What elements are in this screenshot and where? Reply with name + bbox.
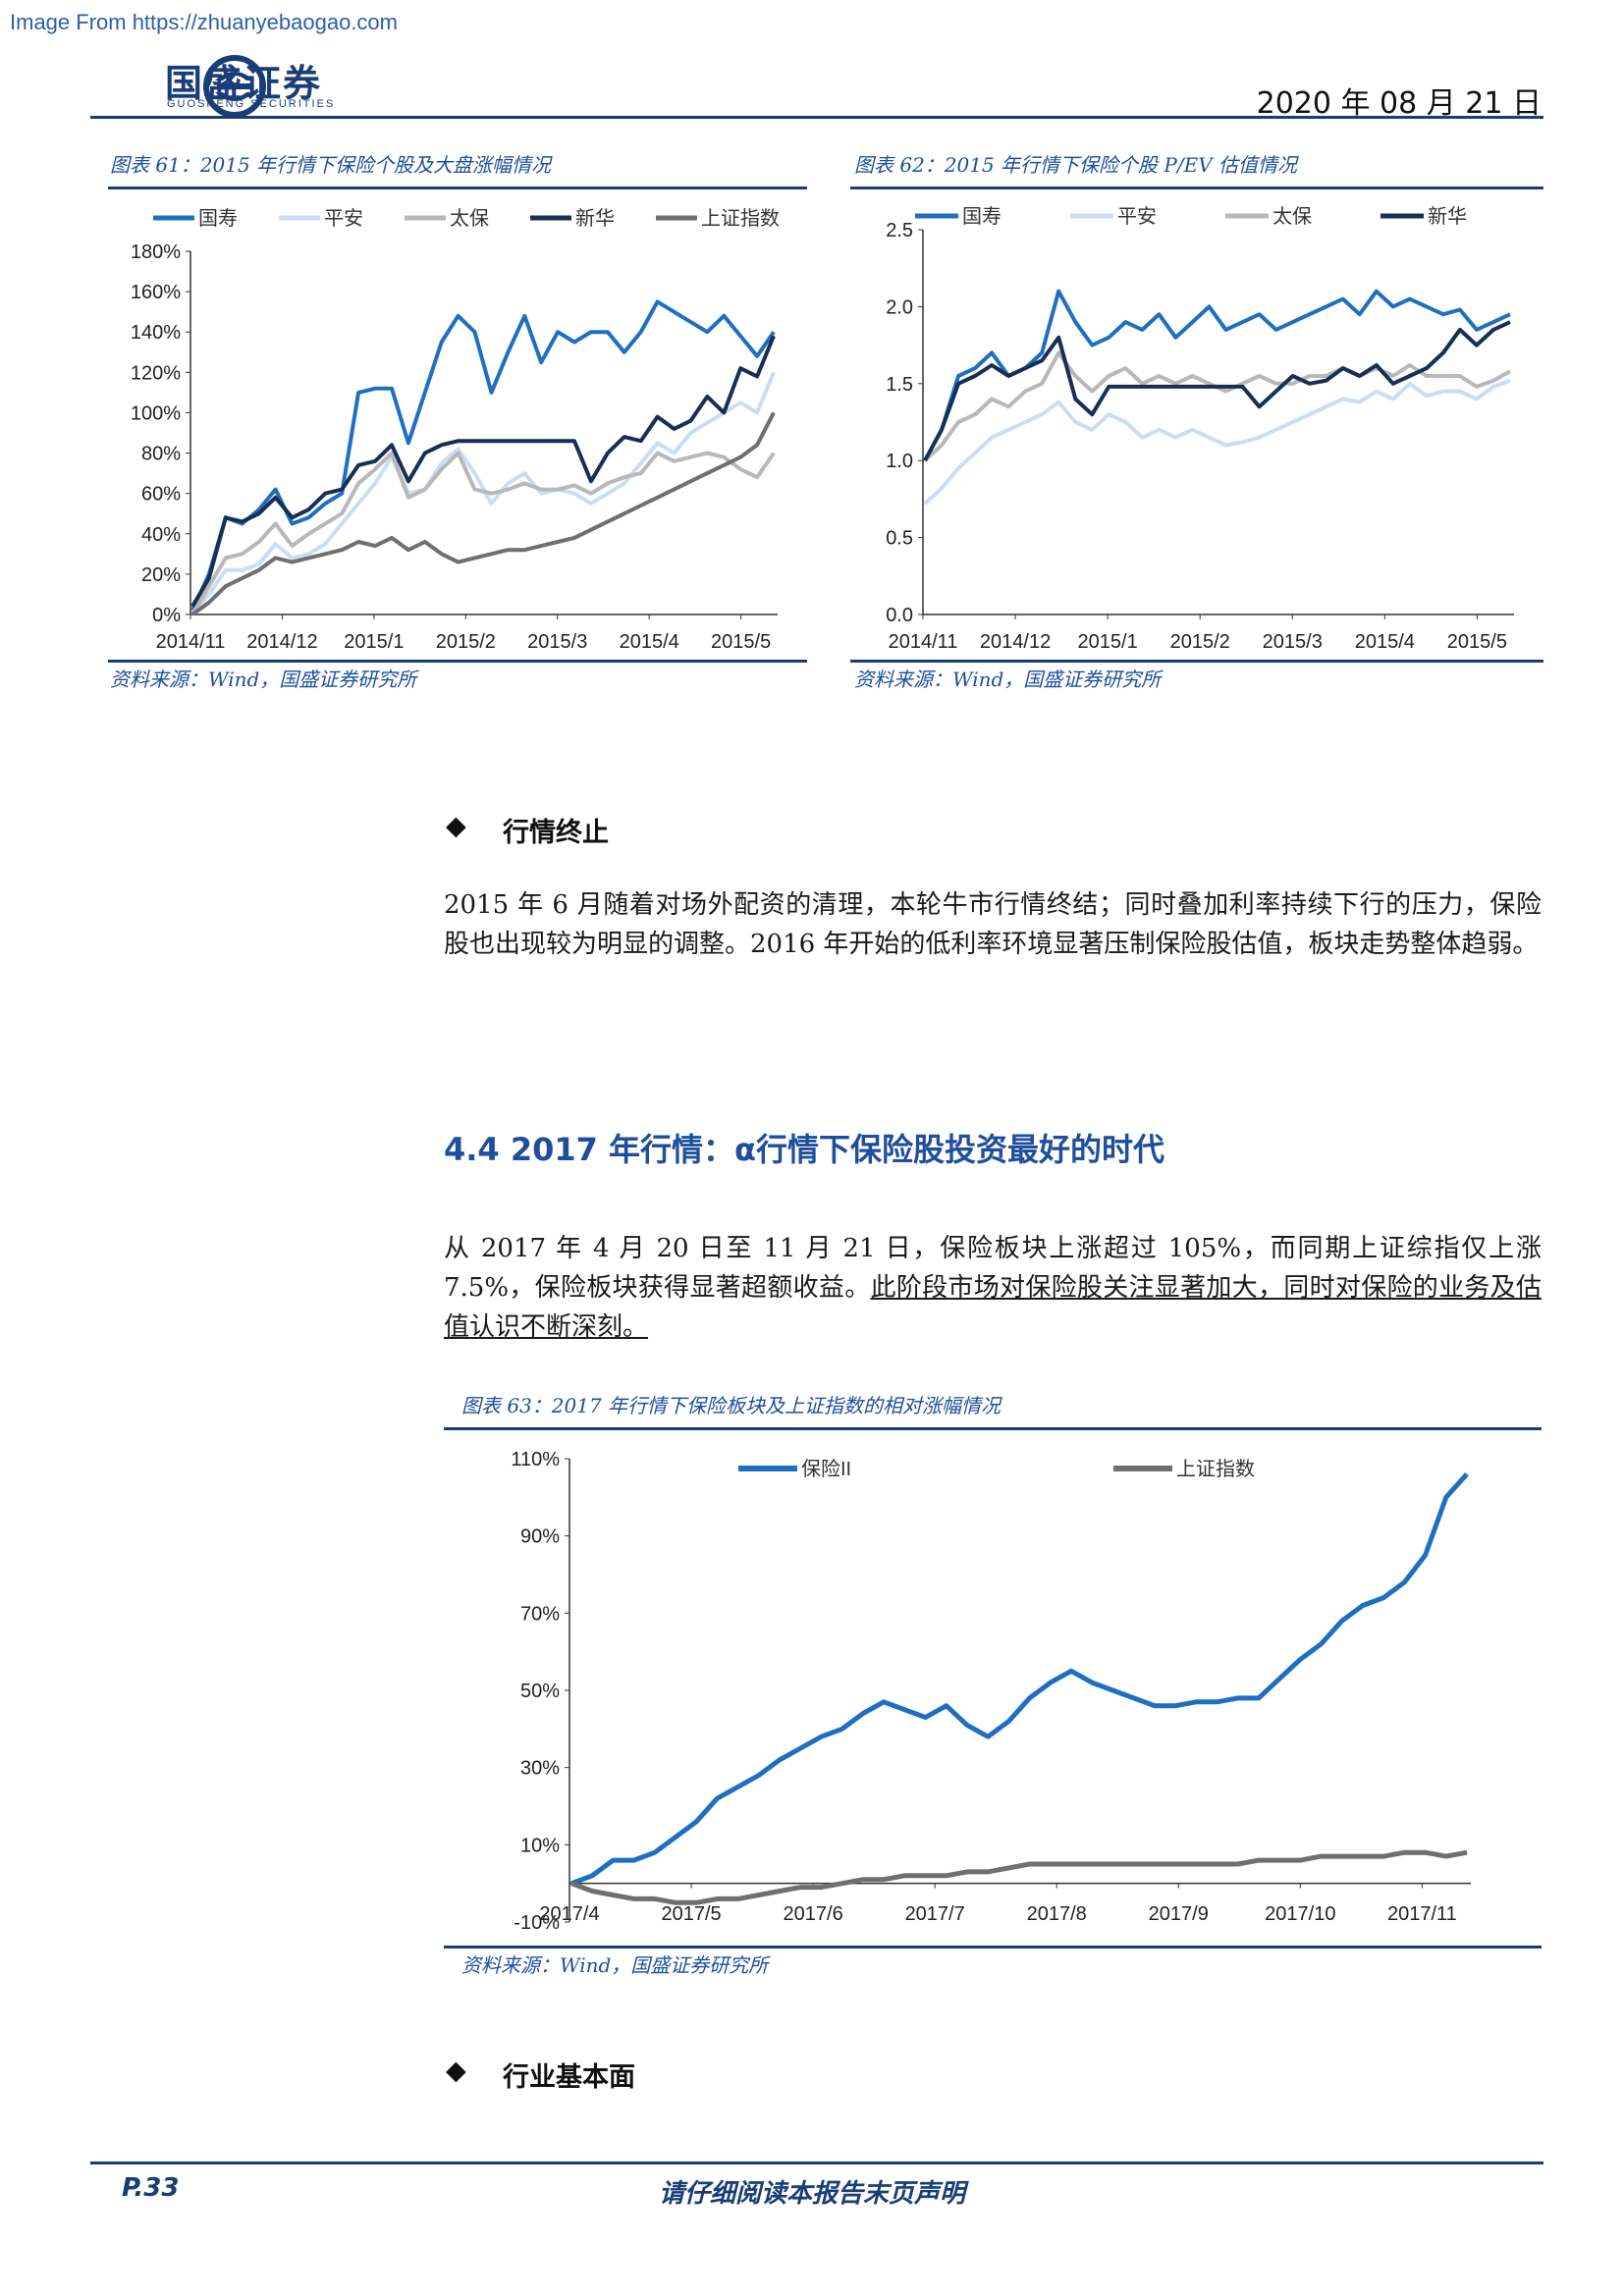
x-tick-label: 2015/3 <box>527 631 587 653</box>
figure-61-title: 图表 61：2015 年行情下保险个股及大盘涨幅情况 <box>110 153 552 177</box>
legend-label-3: 新华 <box>1428 205 1467 228</box>
figure-62-top-rule <box>850 187 1543 189</box>
paragraph-4-4-underlined: 此阶段市场对保险股关注显著加大，同时对保险的业务及估值认识不断深刻。 <box>444 1273 1542 1342</box>
y-tick-label: -10% <box>514 1912 560 1934</box>
figure-63-chart: -10% 10% 30% 50% 70% 90% 110% 2017/4 2017/5 2017/… <box>511 1449 1471 1934</box>
y-tick-label: 100% <box>131 402 181 424</box>
x-tick-label: 2017/7 <box>905 1903 965 1925</box>
x-tick-label: 2015/2 <box>1170 631 1230 653</box>
y-tick-label: 70% <box>520 1603 560 1625</box>
figure-63-title: 图表 63：2017 年行情下保险板块及上证指数的相对涨幅情况 <box>461 1394 1001 1417</box>
series-line-3 <box>190 335 776 608</box>
x-tick-label: 2015/1 <box>1078 631 1138 653</box>
y-tick-label: 160% <box>131 282 181 303</box>
figure-62-chart: 0.0 0.5 1.0 1.5 2.0 2.5 2014/11 2014/12 2015/1 20… <box>886 205 1514 653</box>
logo-text: 国盛证券 <box>165 62 323 105</box>
figure-62-bottom-rule <box>850 660 1543 663</box>
y-tick-label: 140% <box>131 322 181 344</box>
y-tick-label: 80% <box>141 444 181 465</box>
x-tick-label: 2017/9 <box>1149 1903 1209 1925</box>
report-date: 2020 年 08 月 21 日 <box>1256 86 1542 121</box>
x-tick-label: 2015/1 <box>344 631 404 653</box>
figure-63-top-rule <box>444 1427 1542 1430</box>
x-tick-label: 2015/4 <box>1355 631 1415 653</box>
legend-label-1: 平安 <box>324 207 363 230</box>
x-tick-label: 2017/10 <box>1265 1903 1335 1925</box>
figure-61-chart: 0% 20% 40% 60% 80% 100% 120% 140% 160% 180% 2014/1… <box>131 207 780 653</box>
guosheng-logo-icon <box>203 55 266 118</box>
figure-62-source: 资料来源：Wind，国盛证券研究所 <box>854 667 1162 691</box>
y-tick-label: 30% <box>520 1758 560 1780</box>
paragraph-4-4: 从 2017 年 4 月 20 日至 11 月 21 日，保险板块上涨超过 10… <box>444 1229 1542 1347</box>
y-tick-label: 120% <box>131 362 181 384</box>
bullet-diamond-icon: ◆ <box>446 811 466 841</box>
legend-label-1: 平安 <box>1117 205 1157 228</box>
header-divider <box>90 116 1543 119</box>
y-tick-label: 90% <box>520 1526 560 1548</box>
y-tick-label: 0.5 <box>886 528 913 550</box>
x-tick-label: 2015/5 <box>1447 631 1507 653</box>
bullet-diamond-icon-2: ◆ <box>446 2056 466 2086</box>
y-tick-label: 0.0 <box>886 605 913 626</box>
x-tick-label: 2017/5 <box>661 1903 721 1925</box>
legend-label-0: 国寿 <box>198 207 238 230</box>
section-heading-4-4: 4.4 2017 年行情：α行情下保险股投资最好的时代 <box>444 1131 1165 1168</box>
y-tick-label: 0% <box>152 605 181 626</box>
y-tick-label: 40% <box>141 524 181 546</box>
x-tick-label: 2017/4 <box>539 1903 599 1925</box>
page-number: P.33 <box>122 2173 180 2203</box>
series-line-2 <box>190 451 776 616</box>
series-line-1 <box>570 1849 1468 1905</box>
series-line-1 <box>923 378 1511 506</box>
x-tick-label: 2015/2 <box>436 631 496 653</box>
x-tick-label: 2014/12 <box>246 631 317 653</box>
x-tick-label: 2014/12 <box>980 631 1051 653</box>
paragraph-end: 2015 年 6 月随着对场外配资的清理，本轮牛市行情终结；同时叠加利率持续下行… <box>444 890 1542 959</box>
source-watermark: Image From https://zhuanyebaogao.com <box>10 10 398 34</box>
figure-61-top-rule <box>108 187 807 189</box>
series-line-0 <box>190 299 776 612</box>
y-tick-label: 50% <box>520 1681 560 1702</box>
legend-label-0: 国寿 <box>962 205 1001 228</box>
bullet-heading-end: 行情终止 <box>503 818 609 848</box>
figure-61-bottom-rule <box>108 660 807 663</box>
legend-label-0: 保险II <box>801 1458 851 1480</box>
y-tick-label: 2.0 <box>886 296 913 318</box>
y-tick-label: 20% <box>141 564 181 586</box>
legend-label-4: 上证指数 <box>701 207 780 230</box>
y-tick-label: 1.0 <box>886 451 913 472</box>
y-tick-label: 10% <box>520 1835 560 1856</box>
x-tick-label: 2015/3 <box>1263 631 1323 653</box>
x-tick-label: 2014/11 <box>889 631 958 653</box>
y-tick-label: 60% <box>141 484 181 506</box>
legend-label-3: 新华 <box>575 207 615 230</box>
y-tick-label: 2.5 <box>886 220 913 241</box>
series-line-1 <box>190 371 776 616</box>
figure-61-source: 资料来源：Wind，国盛证券研究所 <box>110 667 417 691</box>
bullet-heading-fundamentals: 行业基本面 <box>503 2062 635 2093</box>
series-line-3 <box>923 320 1511 462</box>
legend-label-1: 上证指数 <box>1176 1458 1255 1480</box>
figure-62-title: 图表 62：2015 年行情下保险个股 P/EV 估值情况 <box>854 153 1298 177</box>
footer-divider <box>90 2162 1543 2164</box>
x-tick-label: 2017/8 <box>1027 1903 1087 1925</box>
series-line-4 <box>190 411 776 616</box>
paragraph-4-4-text: 从 2017 年 4 月 20 日至 11 月 21 日，保险板块上涨超过 10… <box>444 1234 1542 1303</box>
y-tick-label: 180% <box>131 241 181 263</box>
y-tick-label: 1.5 <box>886 374 913 396</box>
figure-63-bottom-rule <box>444 1946 1542 1949</box>
footer-disclaimer: 请仔细阅读本报告末页声明 <box>658 2179 965 2209</box>
legend-label-2: 太保 <box>1272 205 1312 228</box>
x-tick-label: 2015/5 <box>711 631 771 653</box>
x-tick-label: 2017/11 <box>1387 1903 1457 1925</box>
legend-label-2: 太保 <box>450 207 489 230</box>
x-tick-label: 2017/6 <box>784 1903 843 1925</box>
series-line-0 <box>570 1472 1469 1887</box>
x-tick-label: 2015/4 <box>620 631 679 653</box>
figure-63-source: 资料来源：Wind，国盛证券研究所 <box>461 1953 769 1977</box>
y-tick-label: 110% <box>511 1449 560 1470</box>
x-tick-label: 2014/11 <box>156 631 226 653</box>
logo-subtext: GUOSHENG SECURITIES <box>167 98 336 110</box>
